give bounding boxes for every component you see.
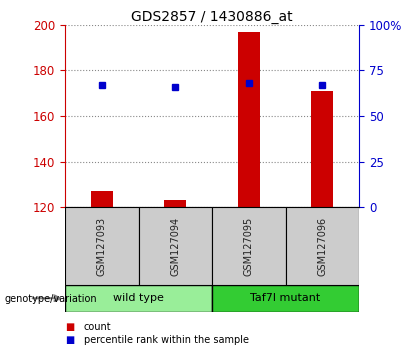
- Text: wild type: wild type: [113, 293, 164, 303]
- Text: ■: ■: [65, 322, 74, 332]
- Text: GSM127096: GSM127096: [318, 216, 327, 276]
- Bar: [91, 191, 113, 207]
- Text: ■: ■: [65, 335, 74, 345]
- Title: GDS2857 / 1430886_at: GDS2857 / 1430886_at: [131, 10, 293, 24]
- Bar: [212, 285, 359, 312]
- Text: percentile rank within the sample: percentile rank within the sample: [84, 335, 249, 345]
- Bar: [212, 207, 286, 285]
- Text: Taf7l mutant: Taf7l mutant: [250, 293, 321, 303]
- Text: GSM127093: GSM127093: [97, 216, 107, 276]
- Bar: [286, 207, 359, 285]
- Bar: [311, 91, 333, 207]
- Bar: [139, 207, 212, 285]
- Bar: [238, 32, 260, 207]
- Text: count: count: [84, 322, 112, 332]
- Bar: [164, 200, 186, 207]
- Text: GSM127094: GSM127094: [171, 216, 180, 276]
- Bar: [65, 207, 139, 285]
- Bar: [65, 285, 212, 312]
- Text: GSM127095: GSM127095: [244, 216, 254, 276]
- Text: genotype/variation: genotype/variation: [4, 294, 97, 304]
